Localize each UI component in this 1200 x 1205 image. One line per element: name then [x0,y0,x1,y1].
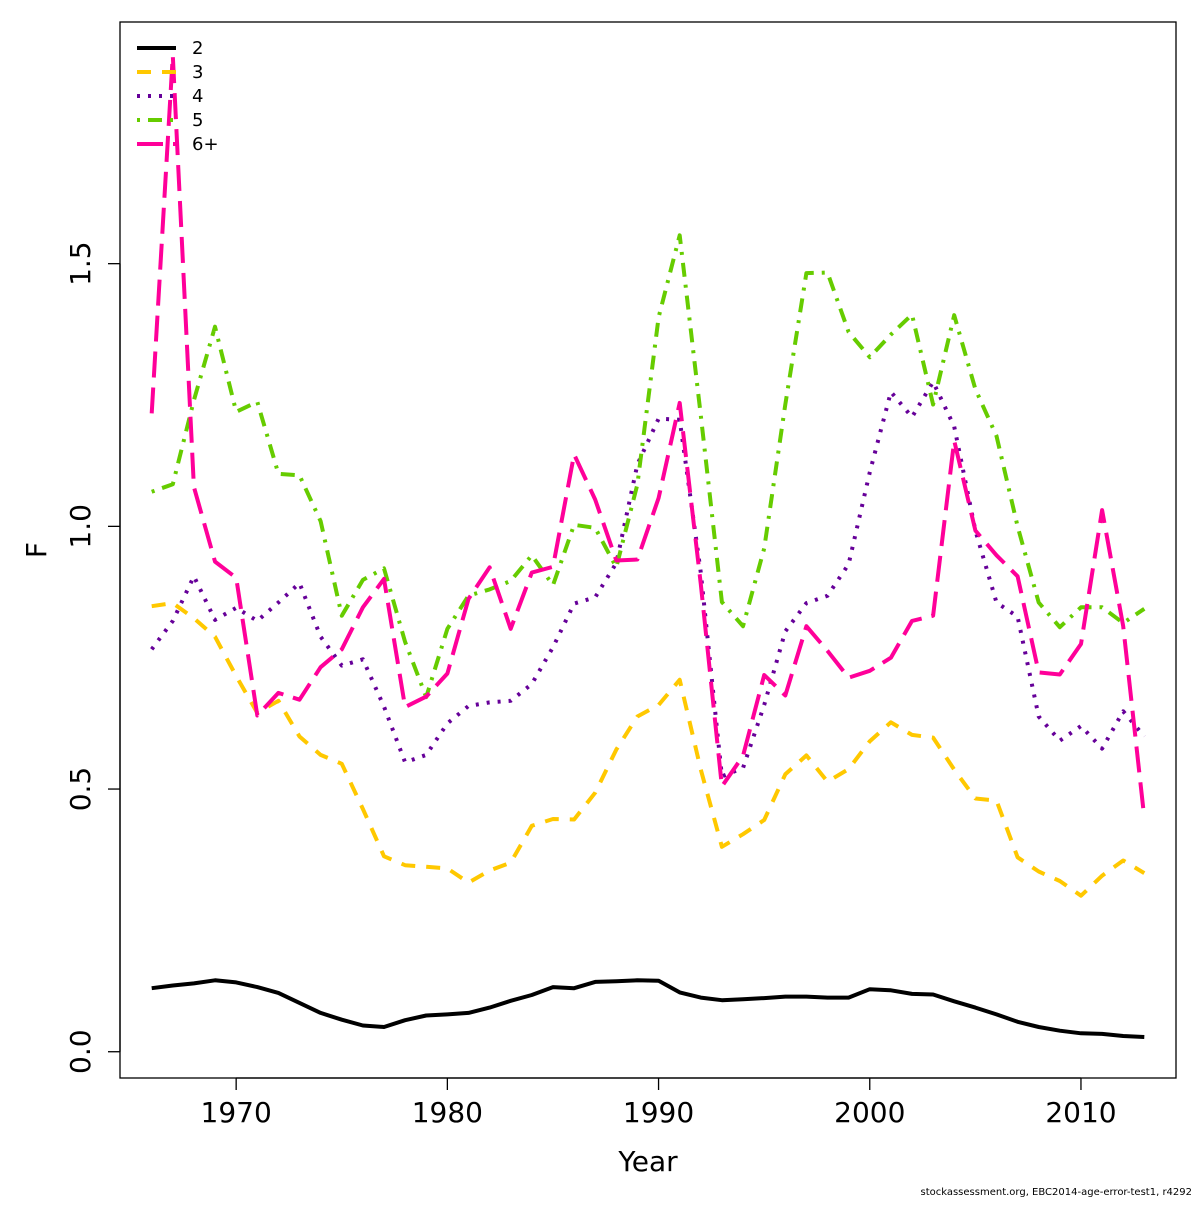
plot-frame [119,21,1177,1079]
series-line-4 [150,379,1146,779]
legend-label: 2 [192,38,203,59]
series-line-6plus [149,53,1147,819]
x-tick-label: 2000 [834,1096,905,1129]
y-axis: 0.0 0.5 1.0 1.5 [64,241,121,1074]
x-axis-label: Year [617,1145,678,1178]
y-tick-label: 1.5 [64,241,97,286]
legend-label: 5 [192,110,203,131]
x-tick-label: 1970 [201,1096,272,1129]
y-tick-label: 1.0 [64,504,97,549]
x-tick-label: 1990 [623,1096,694,1129]
y-axis-label: F [20,542,53,558]
y-tick-label: 0.5 [64,767,97,812]
x-axis: 1970 1980 1990 2000 2010 [201,1077,1117,1129]
x-tick-label: 2010 [1045,1096,1116,1129]
legend-label: 4 [192,86,203,107]
series-line-5 [151,233,1146,700]
series-line-3 [151,601,1146,898]
x-tick-label: 1980 [412,1096,483,1129]
y-tick-label: 0.0 [64,1029,97,1074]
series-line-2 [151,978,1145,1039]
legend-label: 3 [192,62,203,83]
footer-credit: stockassessment.org, EBC2014-age-error-t… [920,1187,1192,1198]
legend-label: 6+ [192,134,219,155]
series-layer [149,53,1147,1039]
legend: 2 3 4 5 6+ [137,38,219,155]
